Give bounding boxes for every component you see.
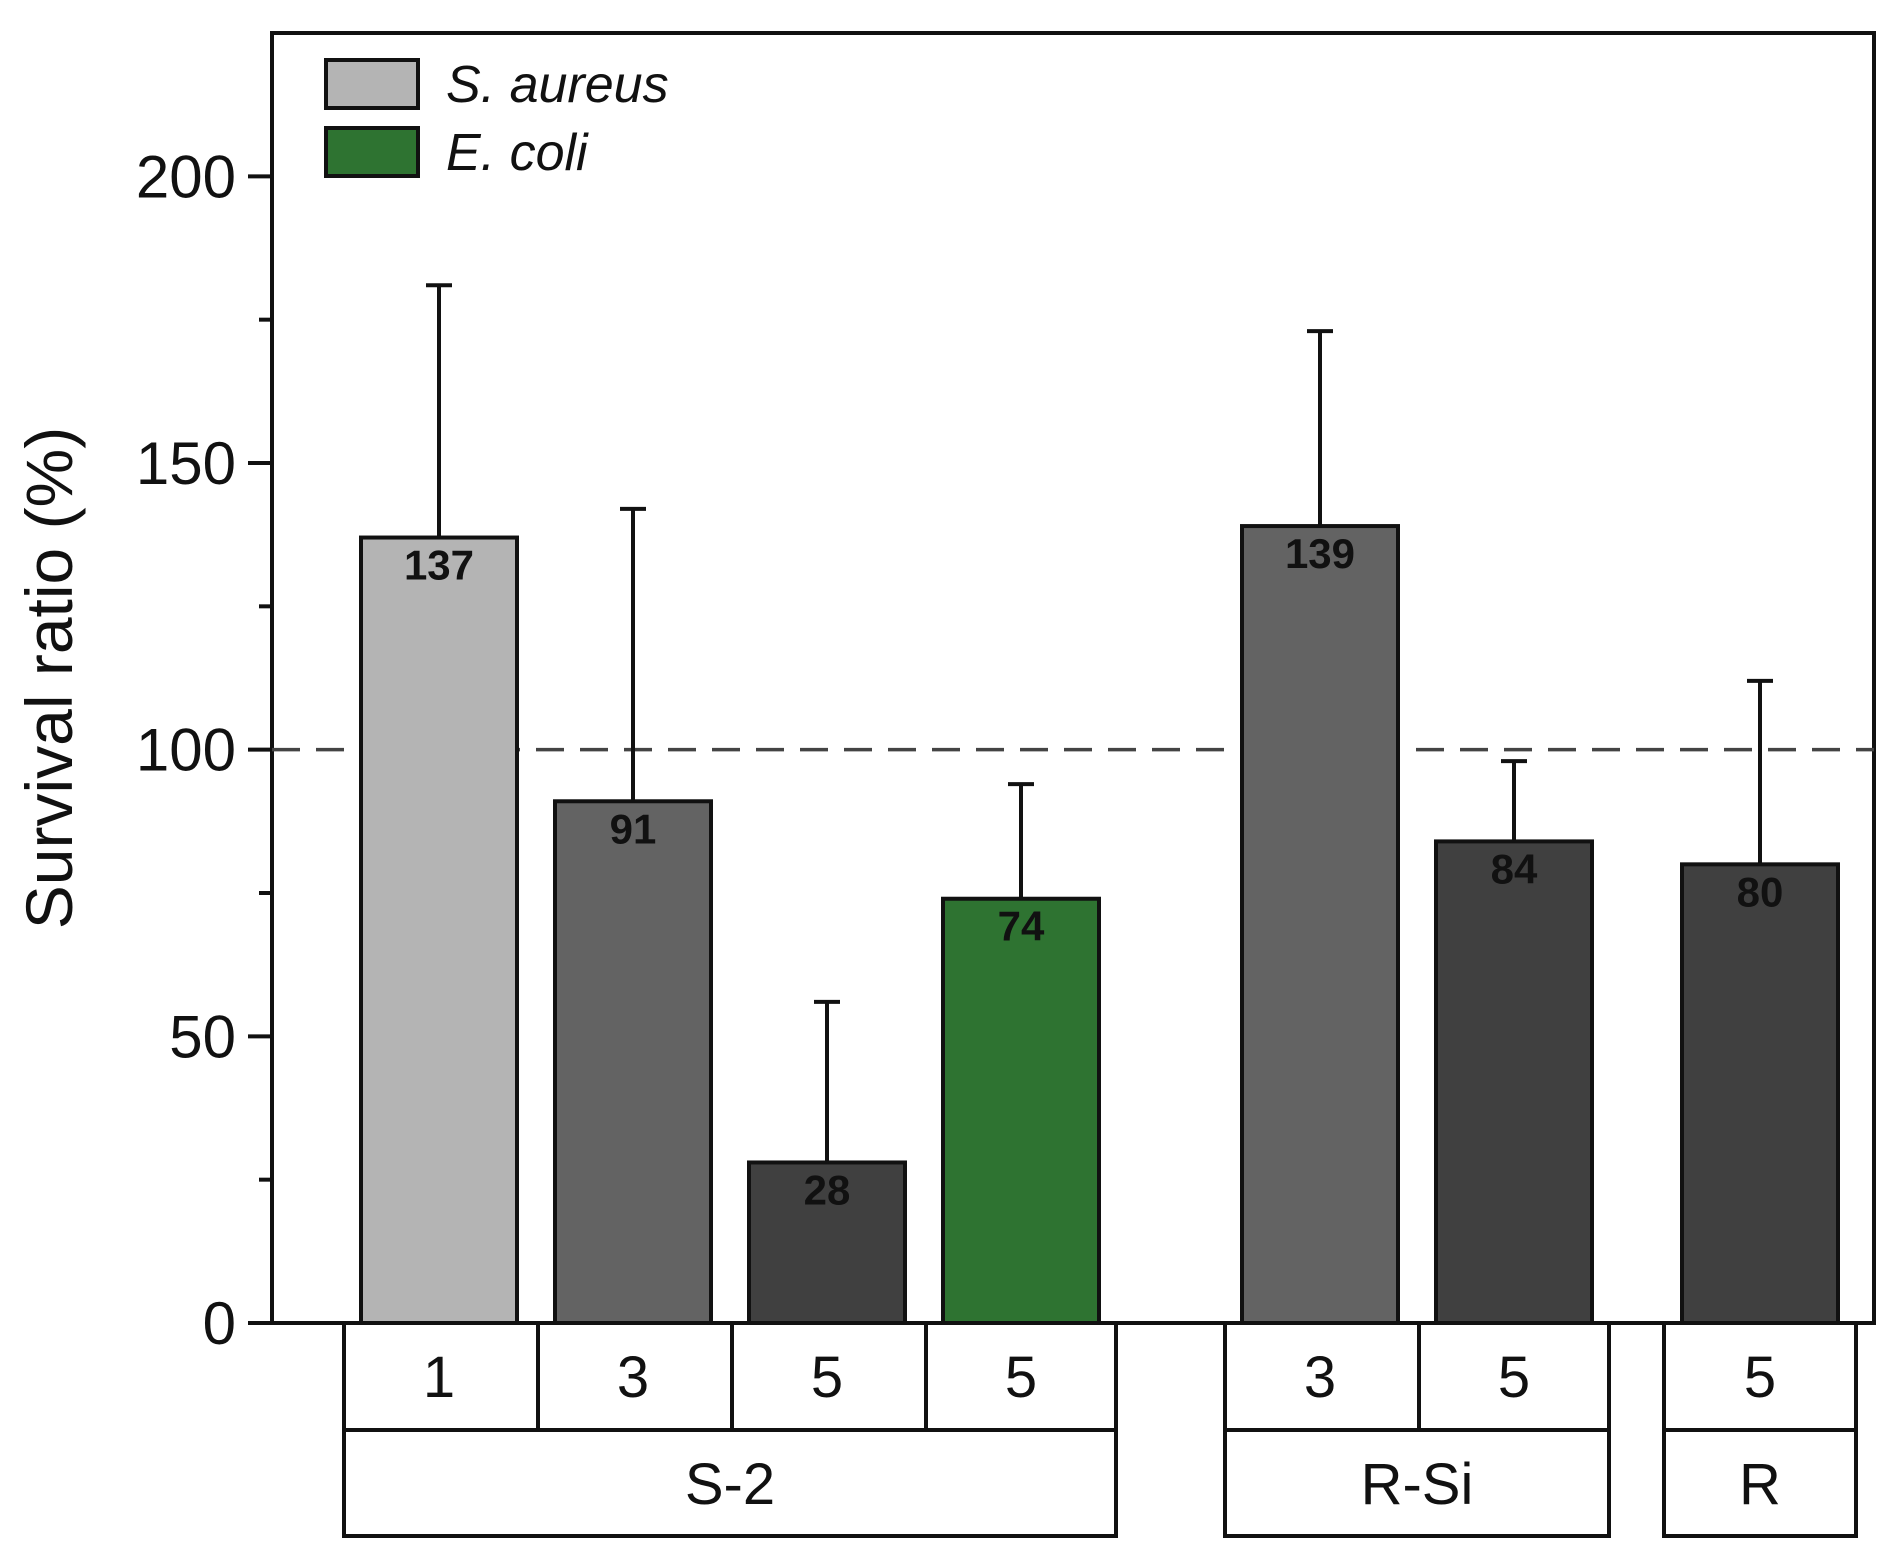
legend-swatch <box>324 126 420 178</box>
category-label: 3 <box>1304 1345 1336 1410</box>
category-label: 5 <box>1744 1345 1776 1410</box>
legend-swatch <box>324 58 420 110</box>
y-tick-label: 150 <box>136 430 236 497</box>
y-tick-label: 100 <box>136 717 236 784</box>
group-cell <box>342 1428 1118 1538</box>
bar <box>1434 839 1594 1326</box>
bar-value-label: 137 <box>404 542 474 589</box>
bar-value-label: 139 <box>1285 530 1355 577</box>
group-label: S-2 <box>685 1452 775 1517</box>
y-axis: 0 50 100 150 200 <box>136 143 272 1357</box>
category-label: 5 <box>1498 1345 1530 1410</box>
legend-label: E. coli <box>446 124 589 182</box>
bar <box>1240 524 1400 1325</box>
y-tick-label: 200 <box>136 143 236 210</box>
bar-value-label: 91 <box>610 805 657 852</box>
legend: S. aureus E. coli <box>324 56 669 182</box>
group-cell <box>1223 1428 1611 1538</box>
bar <box>1680 862 1840 1325</box>
category-table: 1 3 5 5 S-2 3 5 R-Si 5 R <box>342 1321 1858 1538</box>
category-label: 5 <box>811 1345 843 1410</box>
y-axis-title: Survival ratio (%) <box>12 427 86 929</box>
group-cell <box>1662 1428 1858 1538</box>
bar <box>941 896 1101 1325</box>
bar <box>553 799 713 1325</box>
group-label: R <box>1739 1452 1781 1517</box>
category-label: 1 <box>423 1345 455 1410</box>
legend-label: S. aureus <box>446 56 669 114</box>
bar <box>359 535 519 1325</box>
category-label: 3 <box>617 1345 649 1410</box>
y-tick-label: 0 <box>203 1290 236 1357</box>
bar-value-label: 80 <box>1737 868 1784 915</box>
bars: 137 91 28 74 139 84 80 <box>359 283 1840 1326</box>
y-tick-label: 50 <box>169 1003 236 1070</box>
bar-value-label: 84 <box>1491 845 1538 892</box>
group-label: R-Si <box>1361 1452 1474 1517</box>
category-label: 5 <box>1005 1345 1037 1410</box>
bar-value-label: 74 <box>998 903 1045 950</box>
bar-value-label: 28 <box>804 1166 851 1213</box>
